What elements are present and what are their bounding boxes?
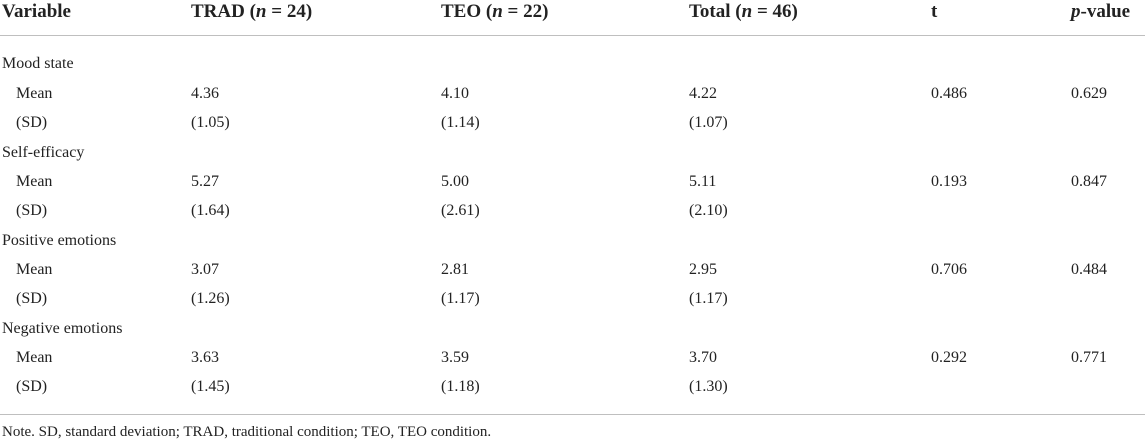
cell-total: (1.17) [689, 290, 728, 307]
row-label: Mean [16, 173, 53, 190]
cell-trad: 4.36 [191, 85, 219, 102]
cell-teo: 3.59 [441, 349, 469, 366]
cell-t: 0.292 [931, 349, 967, 366]
table-row-group: Positive emotions [0, 232, 1145, 261]
data-table: Variable TRAD (n = 24) TEO (n = 22) Tota… [0, 0, 1145, 415]
cell-total: (2.10) [689, 202, 728, 219]
cell-trad: 3.07 [191, 261, 219, 278]
table-row: (SD) (1.45) (1.18) (1.30) [0, 378, 1145, 407]
cell-total: (1.07) [689, 114, 728, 131]
cell-trad: 5.27 [191, 173, 219, 190]
table-row: Mean 3.07 2.81 2.95 0.706 0.484 [0, 261, 1145, 290]
table-row: (SD) (1.05) (1.14) (1.07) [0, 114, 1145, 143]
header-total: Total (n = 46) [689, 1, 798, 22]
row-label: (SD) [16, 378, 48, 395]
group-label: Negative emotions [2, 320, 123, 337]
cell-trad: (1.45) [191, 378, 230, 395]
cell-teo: 4.10 [441, 85, 469, 102]
cell-total: 2.95 [689, 261, 717, 278]
cell-total: (1.30) [689, 378, 728, 395]
table-row: (SD) (1.26) (1.17) (1.17) [0, 290, 1145, 319]
cell-p: 0.847 [1071, 173, 1107, 190]
cell-trad: (1.26) [191, 290, 230, 307]
table-row: Mean 4.36 4.10 4.22 0.486 0.629 [0, 85, 1145, 114]
group-label: Positive emotions [2, 232, 117, 249]
header-p-value: p-value [1071, 1, 1131, 22]
cell-teo: 5.00 [441, 173, 469, 190]
row-label: (SD) [16, 202, 48, 219]
cell-teo: (2.61) [441, 202, 480, 219]
header-variable: Variable [2, 1, 71, 22]
header-teo: TEO (n = 22) [441, 1, 549, 22]
row-label: Mean [16, 261, 53, 278]
cell-trad: (1.64) [191, 202, 230, 219]
cell-trad: (1.05) [191, 114, 230, 131]
cell-total: 3.70 [689, 349, 717, 366]
row-label: Mean [16, 85, 53, 102]
cell-t: 0.706 [931, 261, 967, 278]
cell-p: 0.484 [1071, 261, 1107, 278]
table-row-group: Self-efficacy [0, 144, 1145, 173]
row-label: (SD) [16, 114, 48, 131]
row-label: (SD) [16, 290, 48, 307]
table-body: Mood state Mean 4.36 4.10 4.22 0.486 0.6… [0, 36, 1145, 415]
table-note: Note. SD, standard deviation; TRAD, trad… [2, 424, 492, 440]
cell-trad: 3.63 [191, 349, 219, 366]
cell-total: 5.11 [689, 173, 717, 190]
table-row-group: Negative emotions [0, 320, 1145, 349]
table-row: Mean 3.63 3.59 3.70 0.292 0.771 [0, 349, 1145, 378]
cell-p: 0.629 [1071, 85, 1107, 102]
group-label: Mood state [2, 55, 74, 72]
cell-p: 0.771 [1071, 349, 1107, 366]
group-label: Self-efficacy [2, 144, 85, 161]
table-row: Mean 5.27 5.00 5.11 0.193 0.847 [0, 173, 1145, 202]
table-row-group: Mood state [0, 55, 1145, 84]
table-header: Variable TRAD (n = 24) TEO (n = 22) Tota… [0, 0, 1145, 36]
cell-teo: (1.18) [441, 378, 480, 395]
cell-teo: (1.17) [441, 290, 480, 307]
cell-total: 4.22 [689, 85, 717, 102]
cell-t: 0.486 [931, 85, 967, 102]
header-trad: TRAD (n = 24) [191, 1, 313, 22]
cell-t: 0.193 [931, 173, 967, 190]
cell-teo: (1.14) [441, 114, 480, 131]
header-t: t [931, 1, 938, 22]
row-label: Mean [16, 349, 53, 366]
table-row: (SD) (1.64) (2.61) (2.10) [0, 202, 1145, 231]
cell-teo: 2.81 [441, 261, 469, 278]
